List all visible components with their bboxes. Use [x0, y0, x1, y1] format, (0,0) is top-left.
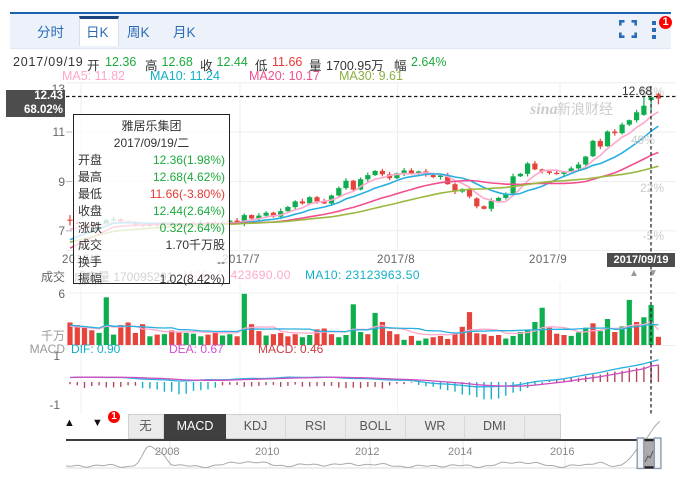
svg-text:新浪财经: 新浪财经: [557, 101, 613, 117]
svg-text:sina: sina: [529, 101, 558, 118]
